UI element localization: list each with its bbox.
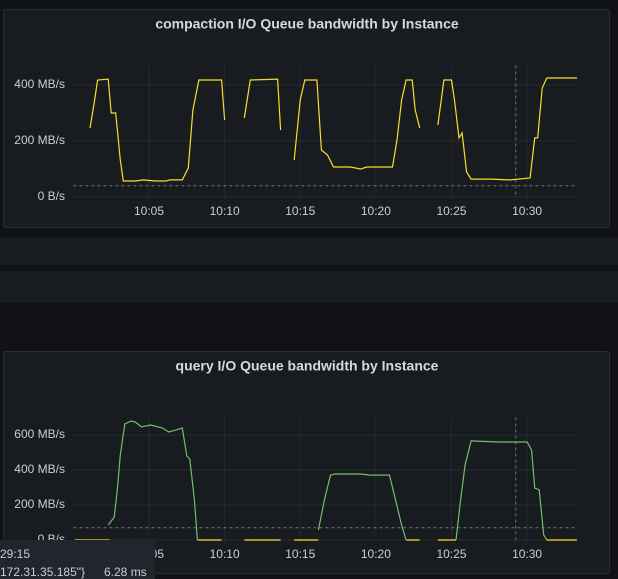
y-tick-label: 0 B/s xyxy=(38,189,65,203)
series-line xyxy=(89,77,577,182)
plots: 0 B/s 200 MB/s 400 MB/s 10:05 10:10 10:15 10:2… xyxy=(14,65,577,561)
tooltip-label: 172.31.35.185"} xyxy=(0,565,85,579)
x-tick-label: 10:15 xyxy=(285,547,315,561)
x-tick-label: 10:30 xyxy=(512,204,542,218)
x-tick-label: 10:05 xyxy=(134,204,164,218)
panel-title: query I/O Queue bandwidth by Instance xyxy=(176,358,439,374)
collapsed-row[interactable] xyxy=(0,237,618,265)
x-tick-label: 10:30 xyxy=(512,547,542,561)
y-tick-label: 200 MB/s xyxy=(14,497,65,511)
panel xyxy=(3,9,610,228)
x-tick-label: 10:15 xyxy=(285,204,315,218)
x-tick-label: 10:20 xyxy=(361,204,391,218)
tooltip-time: 29:15 xyxy=(0,547,30,561)
tooltip-value: 6.28 ms xyxy=(104,565,147,579)
x-tick-label: 10:25 xyxy=(436,547,466,561)
x-tick-label: 10:10 xyxy=(210,204,240,218)
tooltip: 29:15 172.31.35.185"} 6.28 ms xyxy=(0,540,155,579)
collapsed-row[interactable] xyxy=(0,271,618,303)
series-line xyxy=(107,420,548,541)
y-tick-label: 400 MB/s xyxy=(14,77,65,91)
x-tick-label: 10:25 xyxy=(436,204,466,218)
panel-title: compaction I/O Queue bandwidth by Instan… xyxy=(155,16,459,32)
x-tick-label: 10:20 xyxy=(361,547,391,561)
x-tick-label: 10:10 xyxy=(210,547,240,561)
tooltip-box xyxy=(0,540,155,579)
y-tick-label: 400 MB/s xyxy=(14,462,65,476)
y-tick-label: 200 MB/s xyxy=(14,133,65,147)
y-tick-label: 600 MB/s xyxy=(14,427,65,441)
